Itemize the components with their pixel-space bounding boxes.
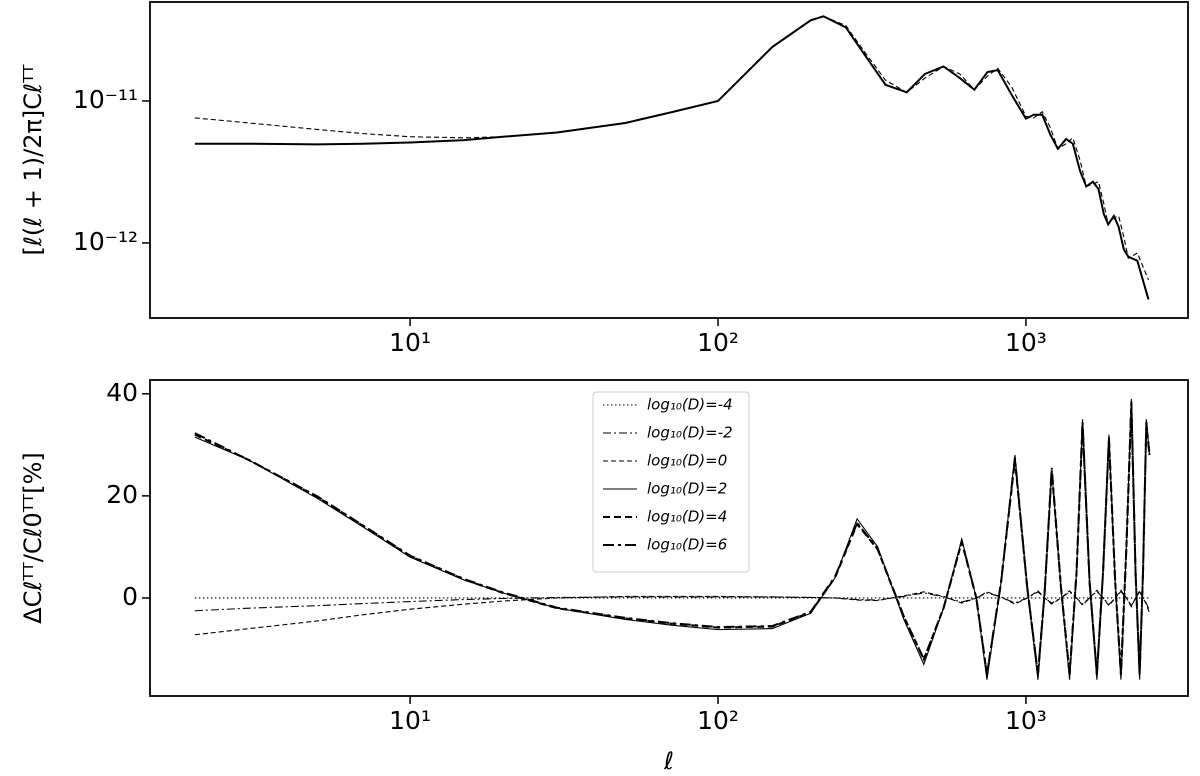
legend-label: log₁₀(D)=0 [647,452,727,470]
x-tick-label: 10² [697,706,739,735]
x-tick-label: 10² [697,328,739,357]
legend-label: log₁₀(D)=2 [647,480,727,498]
y-tick-label: 20 [106,480,138,509]
y-tick-label: 0 [122,582,138,611]
y-tick-label: 40 [106,378,138,407]
legend: log₁₀(D)=-4 log₁₀(D)=-2 log₁₀(D)=0 log₁₀(D)… [592,391,750,573]
y-axis-label: [ℓ(ℓ + 1)/2π]Cℓᵀᵀ [19,64,47,256]
x-tick-label: 10³ [1005,328,1047,357]
legend-label: log₁₀(D)=-4 [647,396,733,414]
x-axis-label: ℓ [663,747,674,775]
legend-box [592,391,750,573]
y-axis-label: ΔCℓᵀᵀ/Cℓ0ᵀᵀ[%] [19,452,47,624]
y-tick-label: 10⁻¹¹ [73,85,138,114]
series-line [194,401,1151,675]
panel: 10¹ 10² 10³ 10⁻¹² 10⁻¹¹ [ℓ(ℓ + 1)/2π]Cℓᵀᵀ [19,1,1189,357]
series-line [194,589,1151,636]
x-tick-label: 10¹ [389,328,431,357]
plot-frame [149,379,1189,697]
y-tick-label: 10⁻¹² [73,227,138,256]
plot-frame [149,1,1189,319]
series-line [194,15,1150,300]
legend-label: log₁₀(D)=4 [647,508,727,526]
series-line [194,590,1151,612]
legend-label: log₁₀(D)=6 [647,536,727,554]
panel: 10¹ 10² 10³ 0 20 40 ΔCℓᵀᵀ/Cℓ0ᵀᵀ[%] ℓ log₁₀(D)=-4… [19,378,1189,775]
legend-label: log₁₀(D)=-2 [647,424,733,442]
series-line [194,15,1149,281]
x-tick-label: 10³ [1005,706,1047,735]
x-tick-label: 10¹ [389,706,431,735]
